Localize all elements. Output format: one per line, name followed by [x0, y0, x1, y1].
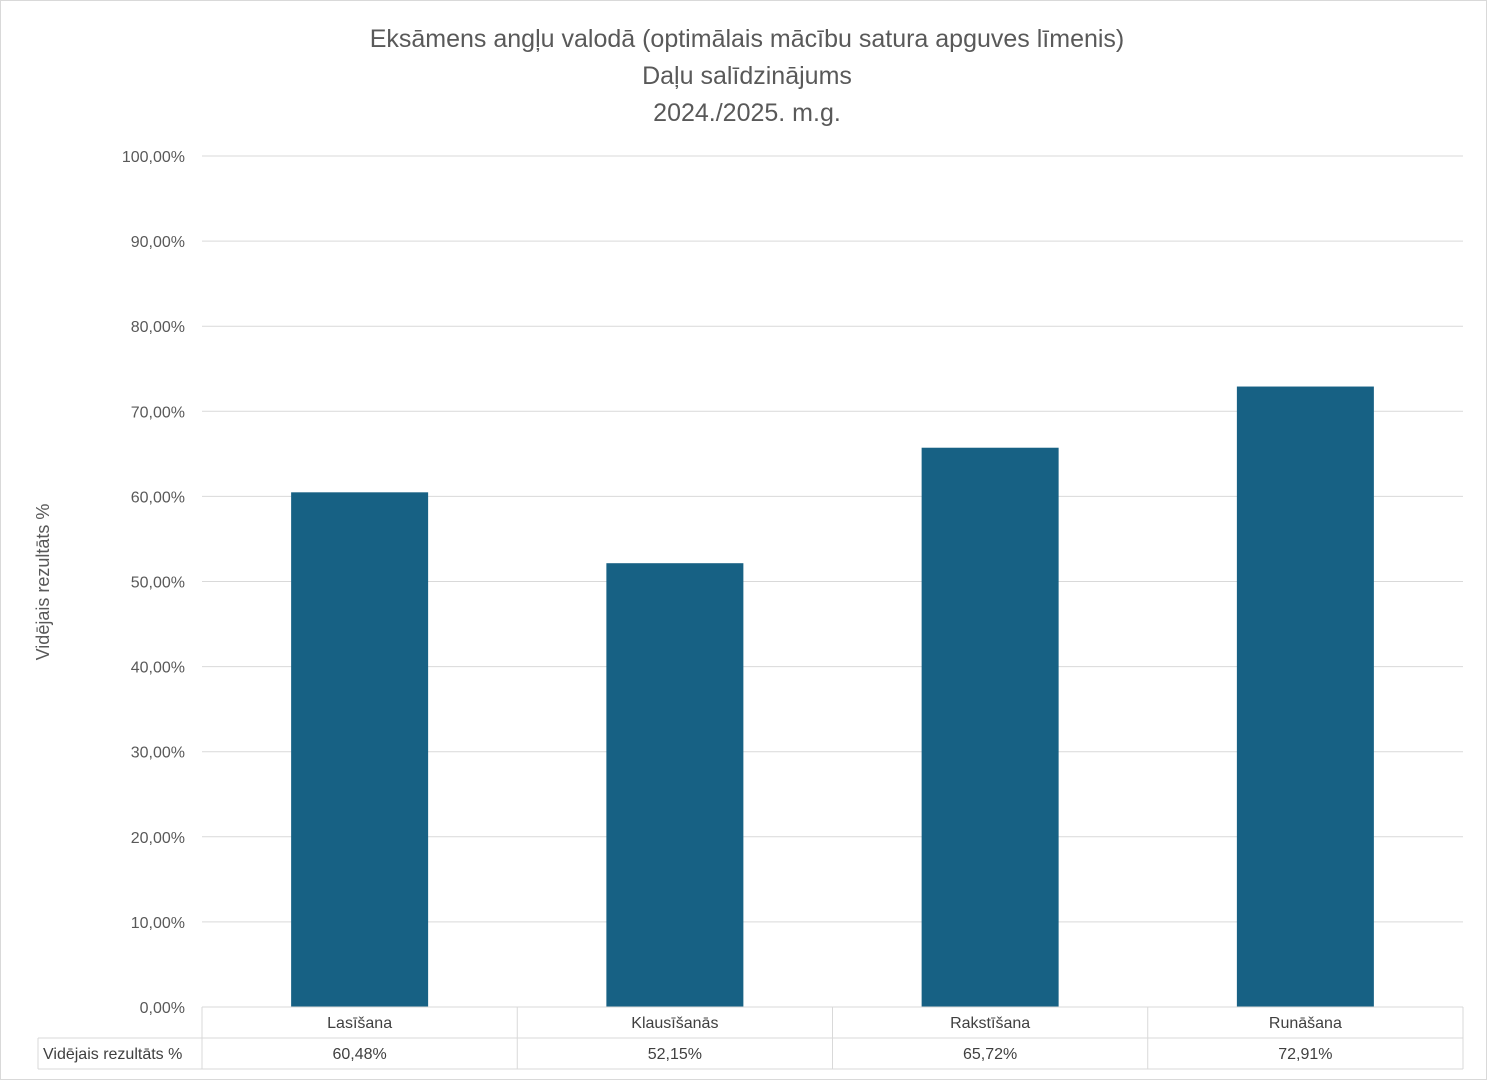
chart-title-line-1: Eksāmens angļu valodā (optimālais mācību… — [370, 25, 1125, 53]
y-tick-label: 30,00% — [131, 745, 185, 762]
y-tick-label: 100,00% — [122, 149, 185, 166]
chart-title-line-2: Daļu salīdzinājums — [642, 62, 852, 90]
table-value-cell: 60,48% — [332, 1046, 386, 1063]
data-table: Vidējais rezultāts % Lasīšana 60,48% Klausī… — [37, 1006, 1464, 1070]
table-value-cell: 72,91% — [1278, 1046, 1332, 1063]
y-tick-label: 20,00% — [131, 830, 185, 847]
y-axis-title: Vidējais rezultāts % — [33, 504, 53, 661]
y-tick-label: 60,00% — [131, 489, 185, 506]
y-tick-label: 10,00% — [131, 915, 185, 932]
x-category-label: Klausīšanās — [631, 1015, 718, 1032]
table-value-cell: 52,15% — [648, 1046, 702, 1063]
table-series-label: Vidējais rezultāts % — [43, 1046, 182, 1063]
bars — [291, 386, 1374, 1008]
chart-title: Eksāmens angļu valodā (optimālais mācību… — [370, 25, 1125, 127]
y-axis-tick-labels: 0,00% 10,00% 20,00% 30,00% 40,00% 50,00% 60,00… — [122, 149, 185, 1017]
y-tick-label: 0,00% — [140, 1000, 185, 1017]
chart-title-line-3: 2024./2025. m.g. — [653, 99, 841, 127]
bar — [1236, 386, 1374, 1007]
y-tick-label: 70,00% — [131, 404, 185, 421]
x-category-label: Rakstīšana — [950, 1015, 1030, 1032]
table-value-cell: 65,72% — [963, 1046, 1017, 1063]
bar — [921, 447, 1059, 1008]
y-tick-label: 80,00% — [131, 319, 185, 336]
y-tick-label: 40,00% — [131, 660, 185, 677]
y-tick-label: 50,00% — [131, 575, 185, 592]
x-category-label: Lasīšana — [327, 1015, 392, 1032]
bar — [606, 563, 744, 1007]
bar — [291, 492, 429, 1007]
y-tick-label: 90,00% — [131, 234, 185, 251]
x-category-label: Runāšana — [1269, 1015, 1342, 1032]
